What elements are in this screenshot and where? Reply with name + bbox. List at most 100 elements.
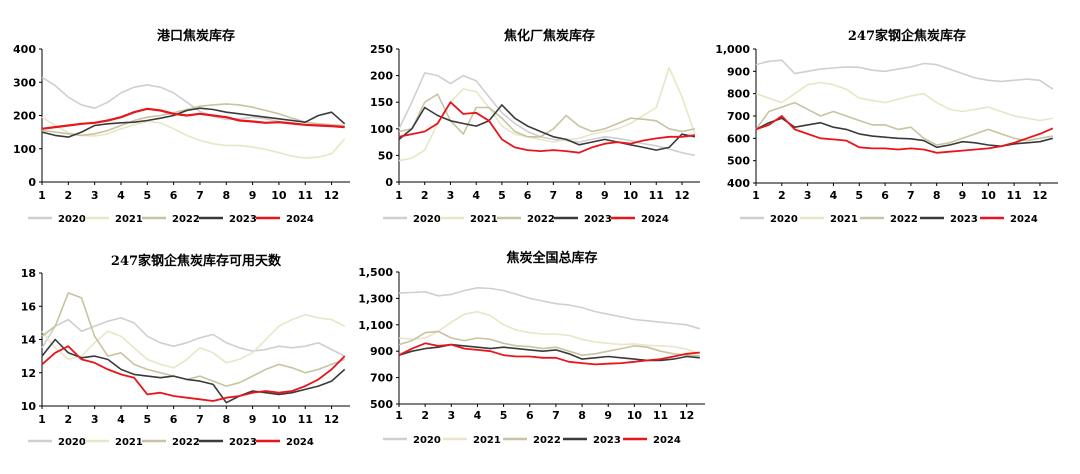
x-tick-label: 4 (472, 189, 480, 202)
series-line-2024 (41, 107, 345, 130)
y-tick-label: 1,000 (715, 43, 750, 56)
legend-label-2024: 2024 (1010, 214, 1038, 225)
x-tick-label: 4 (117, 413, 125, 426)
y-tick-label: 0 (385, 176, 393, 189)
x-tick-label: 11 (649, 189, 664, 202)
x-tick-label: 8 (933, 189, 941, 202)
x-tick-label: 4 (117, 189, 125, 202)
legend-label-2023: 2023 (584, 214, 612, 225)
chart-national-coke-total-inventory: 焦炭全国总库存 500 700 900 1,100 1,300 1,500 1 2 3 4 5 6 7 8 9… (355, 240, 715, 470)
series-line-2021 (755, 81, 1053, 122)
x-tick-label: 7 (196, 413, 204, 426)
y-tick-label: 500 (370, 398, 393, 411)
series-line-2020 (41, 76, 345, 127)
series-line-2020 (398, 72, 696, 157)
series-line-2024 (41, 345, 346, 402)
x-tick-label: 5 (500, 409, 508, 422)
y-tick-label: 250 (370, 43, 393, 56)
y-tick-label: 100 (370, 123, 393, 136)
legend-label-2024: 2024 (641, 214, 669, 225)
x-tick-label: 2 (64, 413, 72, 426)
legend-label-2022: 2022 (533, 435, 561, 446)
x-tick-label: 3 (447, 189, 455, 202)
legend-label-2020: 2020 (413, 214, 441, 225)
series-line-2024 (398, 101, 696, 154)
series-line-2020 (41, 317, 346, 357)
chart-247-steel-mills-coke-days: 247家钢企焦炭库存可用天数 10 12 14 16 18 1 2 3 4 5 6 7 8 9 10 11 12 2… (0, 240, 360, 470)
x-tick-label: 11 (1006, 189, 1021, 202)
legend-label-2024: 2024 (286, 214, 314, 225)
y-tick-label: 14 (21, 334, 37, 347)
series-line-2023 (398, 104, 696, 151)
y-tick-label: 900 (370, 345, 393, 358)
x-tick-label: 6 (170, 413, 178, 426)
y-tick-label: 150 (370, 96, 393, 109)
x-tick-label: 6 (526, 409, 534, 422)
x-tick-label: 10 (623, 189, 639, 202)
legend-label-2021: 2021 (473, 435, 501, 446)
x-tick-label: 5 (498, 189, 506, 202)
x-tick-label: 5 (855, 189, 863, 202)
chart-title: 247家钢企焦炭库存 (848, 28, 966, 44)
x-tick-label: 2 (421, 189, 429, 202)
chart-title: 焦化厂焦炭库存 (503, 28, 595, 44)
series-line-2021 (41, 116, 346, 159)
x-tick-label: 2 (778, 189, 786, 202)
legend-label-2020: 2020 (770, 214, 798, 225)
x-tick-label: 8 (575, 189, 583, 202)
x-tick-label: 6 (524, 189, 532, 202)
legend-label-2020: 2020 (58, 214, 86, 225)
x-tick-label: 9 (604, 409, 612, 422)
y-tick-label: 900 (727, 65, 750, 78)
series-line-2022 (41, 103, 345, 137)
y-tick-label: 700 (370, 372, 393, 385)
series-line-2022 (755, 101, 1053, 146)
y-tick-label: 200 (370, 70, 393, 83)
x-tick-label: 8 (578, 409, 586, 422)
x-tick-label: 4 (474, 409, 482, 422)
x-tick-label: 5 (143, 413, 151, 426)
y-tick-label: 700 (727, 110, 750, 123)
chart-title: 247家钢企焦炭库存可用天数 (111, 253, 282, 269)
x-tick-label: 6 (170, 189, 178, 202)
series-line-2022 (398, 93, 696, 138)
x-tick-label: 3 (804, 189, 812, 202)
x-tick-label: 11 (298, 189, 313, 202)
y-tick-label: 600 (727, 132, 750, 145)
x-tick-label: 1 (752, 189, 760, 202)
legend-label-2021: 2021 (830, 214, 858, 225)
series-line-2022 (41, 292, 345, 387)
x-tick-label: 9 (601, 189, 609, 202)
x-tick-label: 12 (1032, 189, 1047, 202)
y-tick-label: 10 (21, 400, 37, 413)
y-tick-label: 0 (28, 176, 36, 189)
x-tick-label: 3 (91, 189, 99, 202)
x-tick-label: 9 (959, 189, 967, 202)
x-tick-label: 10 (627, 409, 643, 422)
x-tick-label: 12 (324, 189, 339, 202)
x-tick-label: 6 (881, 189, 889, 202)
y-tick-label: 1,500 (358, 266, 393, 279)
y-tick-label: 100 (13, 143, 36, 156)
x-tick-label: 7 (196, 189, 204, 202)
legend-label-2021: 2021 (470, 214, 498, 225)
x-tick-label: 9 (249, 189, 257, 202)
x-tick-label: 12 (324, 413, 339, 426)
series-line-2022 (398, 330, 700, 357)
x-tick-label: 8 (222, 413, 230, 426)
legend-label-2024: 2024 (286, 437, 314, 448)
legend-label-2020: 2020 (413, 435, 441, 446)
x-tick-label: 7 (550, 189, 558, 202)
legend-label-2022: 2022 (890, 214, 918, 225)
legend-label-2022: 2022 (172, 214, 200, 225)
x-tick-label: 1 (38, 189, 46, 202)
chart-247-steel-mills-coke-inventory: 247家钢企焦炭库存 400 500 600 700 800 900 1,000 1 2 3 4 5 6 7… (710, 0, 1080, 240)
x-tick-label: 4 (830, 189, 838, 202)
y-tick-label: 18 (21, 267, 36, 280)
legend-label-2024: 2024 (653, 435, 681, 446)
x-tick-label: 3 (91, 413, 99, 426)
series-line-2023 (41, 338, 346, 404)
series-line-2020 (398, 287, 701, 330)
